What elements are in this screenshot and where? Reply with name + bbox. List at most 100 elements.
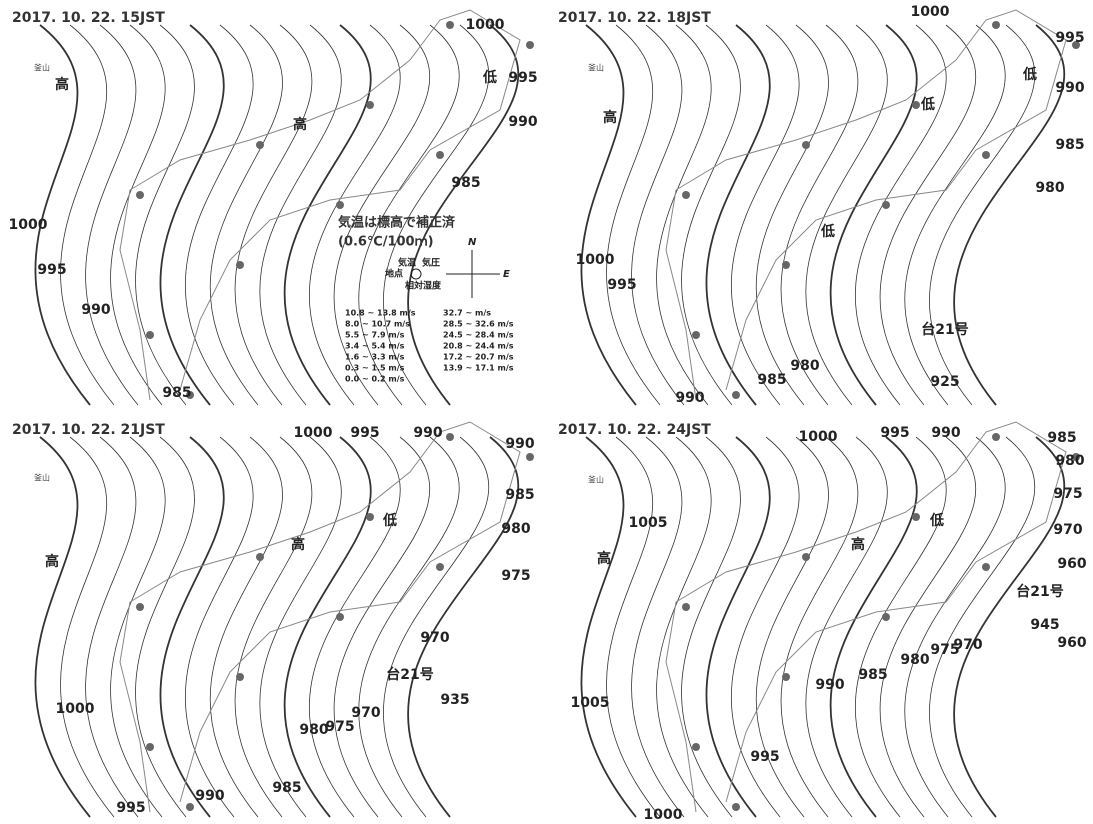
isobar	[185, 437, 253, 817]
isobar	[781, 437, 858, 817]
isobar	[632, 25, 684, 405]
isobar	[855, 437, 946, 817]
map-label: 985	[272, 780, 301, 796]
isobar	[657, 437, 712, 817]
map-label: 台21号	[921, 321, 968, 338]
station	[992, 433, 1000, 441]
station	[912, 513, 920, 521]
station-symbol	[411, 269, 421, 279]
map-label: 970	[420, 630, 449, 646]
isobar	[905, 437, 1005, 817]
map-label: 980	[501, 521, 530, 537]
station	[256, 553, 264, 561]
map-label: 1000	[576, 252, 615, 268]
station	[256, 141, 264, 149]
isobar	[235, 437, 312, 817]
wind-legend: 17.2 ~ 20.7 m/s	[443, 353, 514, 362]
place-label: 釜山	[34, 63, 50, 73]
map-label: 高	[293, 116, 307, 133]
station	[446, 21, 454, 29]
wind-legend: 3.4 ~ 5.4 m/s	[345, 342, 405, 351]
weather-maps: 2017. 10. 22. 15JST 1000 995 990 985 1000 995 9…	[0, 0, 1093, 824]
map-label: 990	[508, 114, 537, 130]
station	[782, 673, 790, 681]
station	[186, 803, 194, 811]
map-label: 985	[757, 372, 786, 388]
map-label: 985	[505, 487, 534, 503]
map-label: 995	[508, 70, 537, 86]
station	[982, 151, 990, 159]
map-label: 995	[350, 425, 379, 441]
wind-legend: 8.0 ~ 10.7 m/s	[345, 320, 410, 329]
isobar	[607, 437, 660, 817]
station	[146, 331, 154, 339]
station	[436, 563, 444, 571]
coastline	[120, 10, 1066, 812]
map-label: 985	[858, 667, 887, 683]
map-label: 1000	[799, 429, 838, 445]
map-label: 1005	[571, 695, 610, 711]
legend: 気温は標高で補正済 (0.6℃/100ｍ) N E 気温 気圧 地点 相対湿度 …	[338, 215, 514, 384]
map-label: 高	[55, 76, 69, 93]
wind-legend: 1.6 ~ 3.3 m/s	[345, 353, 405, 362]
legend-text: 相対湿度	[405, 280, 442, 292]
wind-legend: 32.7 ~ m/s	[443, 309, 491, 318]
map-label: 980	[1055, 453, 1084, 469]
map-label: 960	[1057, 556, 1086, 572]
wind-legend: 0.0 ~ 0.2 m/s	[345, 375, 405, 384]
station	[692, 331, 700, 339]
map-label: 985	[451, 175, 480, 191]
coastline	[666, 422, 1066, 812]
station	[782, 261, 790, 269]
isobar	[781, 25, 858, 405]
isobar	[581, 25, 636, 405]
coastline	[120, 422, 520, 812]
east-label: E	[503, 269, 510, 280]
wind-legend: 28.5 ~ 32.6 m/s	[443, 320, 514, 329]
station	[146, 743, 154, 751]
isobar	[632, 437, 684, 817]
station	[446, 433, 454, 441]
map-label: 980	[1035, 180, 1064, 196]
isobar	[905, 25, 1005, 405]
station	[912, 101, 920, 109]
map-label: 1000	[9, 217, 48, 233]
map-label: 高	[851, 536, 865, 553]
station	[732, 391, 740, 399]
station	[526, 41, 534, 49]
map-label: 945	[1030, 617, 1059, 633]
map-label: 970	[351, 705, 380, 721]
isobar	[359, 437, 459, 817]
station	[992, 21, 1000, 29]
station	[692, 743, 700, 751]
legend-note: (0.6℃/100ｍ)	[338, 235, 434, 250]
legend-text: 気温	[398, 257, 416, 269]
station	[366, 101, 374, 109]
map-label: 995	[116, 800, 145, 816]
legend-note: 気温は標高で補正済	[338, 215, 456, 231]
map-label: 低	[920, 96, 935, 113]
map-label: 台21号	[386, 666, 433, 683]
wind-legend: 5.5 ~ 7.9 m/s	[345, 331, 405, 340]
map-label: 低	[929, 512, 944, 529]
map-label: 1000	[466, 17, 505, 33]
map-label: 990	[413, 425, 442, 441]
wind-legend: 20.8 ~ 24.4 m/s	[443, 342, 514, 351]
map-label: 高	[291, 536, 305, 553]
map-label: 高	[45, 553, 59, 570]
station	[336, 201, 344, 209]
panel-title: 2017. 10. 22. 15JST	[12, 10, 165, 26]
stations	[136, 21, 1080, 811]
coastline	[666, 10, 1066, 400]
isobar	[111, 25, 166, 405]
isobar	[855, 25, 946, 405]
map-label: 985	[162, 385, 191, 401]
wind-legend: 0.3 ~ 1.5 m/s	[345, 364, 405, 373]
legend-text: 地点	[385, 268, 403, 280]
wind-legend: 13.9 ~ 17.1 m/s	[443, 364, 514, 373]
map-label: 990	[1055, 80, 1084, 96]
map-label: 低	[1022, 66, 1037, 83]
isobar	[260, 25, 342, 405]
isobar	[35, 437, 90, 817]
map-label: 990	[505, 436, 534, 452]
